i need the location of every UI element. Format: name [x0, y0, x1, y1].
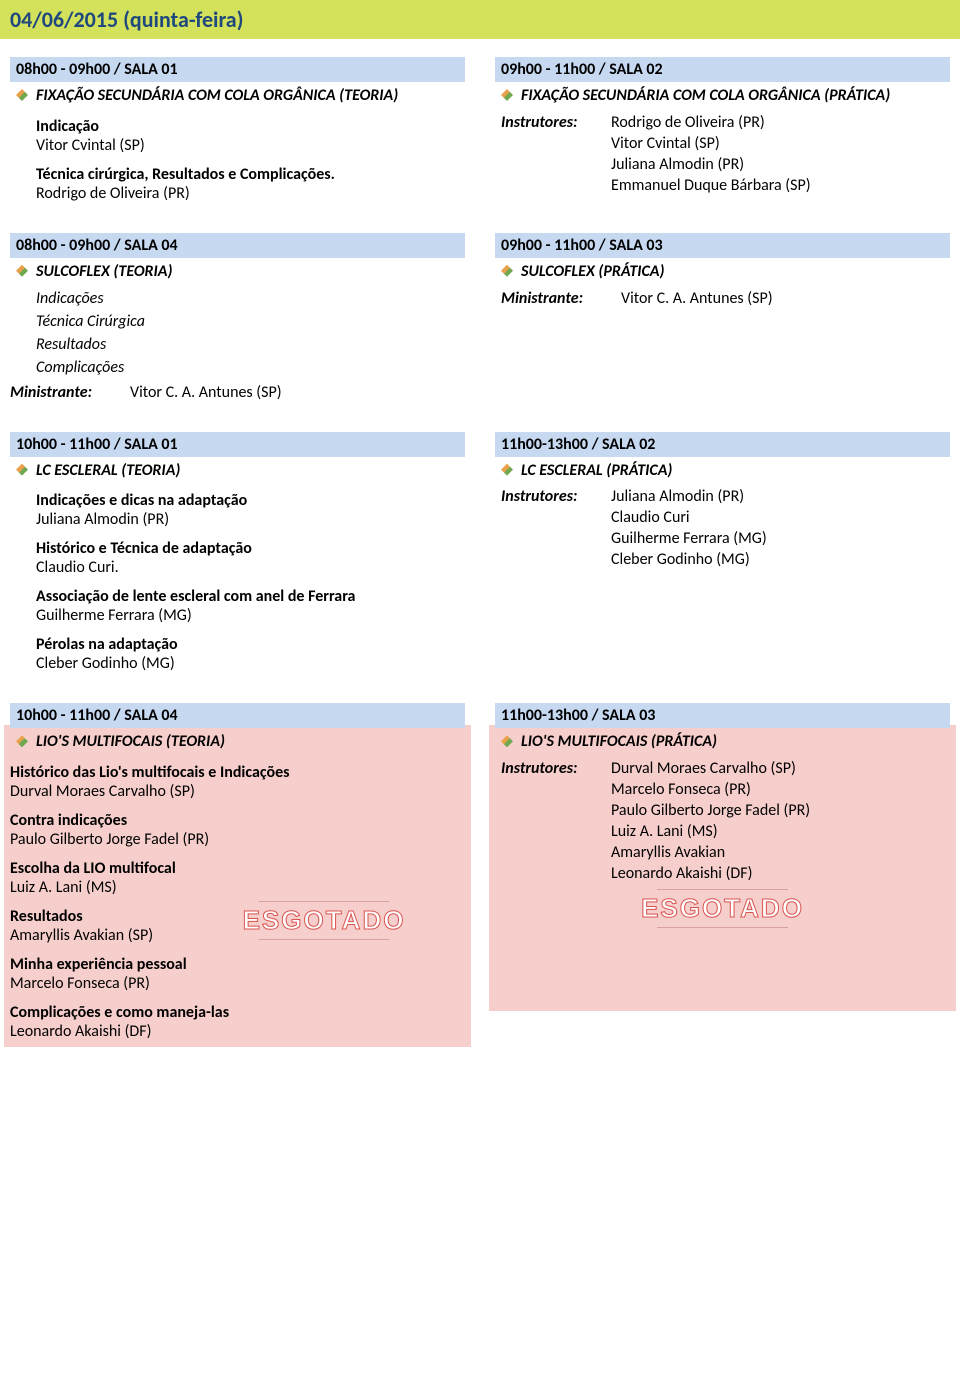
- row1-right: 09h00 - 11h00 / SALA 02 FIXAÇÃO SECUNDÁR…: [495, 57, 950, 203]
- session-title: LC ESCLERAL (PRÁTICA): [495, 461, 950, 482]
- ministrante-name: Vitor C. A. Antunes (SP): [621, 289, 773, 308]
- topic: Contra indicações: [10, 811, 465, 830]
- instructor: Emmanuel Duque Bárbara (SP): [611, 176, 950, 195]
- ministrante-label: Ministrante:: [10, 383, 130, 402]
- topic-italic: Técnica Cirúrgica: [10, 312, 465, 331]
- topic: Resultados: [10, 907, 153, 926]
- session-header: 11h00-13h00 / SALA 02: [495, 432, 950, 457]
- topic: Indicações e dicas na adaptação: [10, 491, 465, 510]
- instructor: Leonardo Akaishi (DF): [611, 864, 950, 883]
- instructor: Guilherme Ferrara (MG): [611, 529, 950, 548]
- instructor: Juliana Almodin (PR): [611, 155, 950, 174]
- topic-italic: Resultados: [10, 335, 465, 354]
- session-title: LIO'S MULTIFOCAIS (PRÁTICA): [495, 732, 950, 753]
- esgotado-stamp: ESGOTADO: [183, 905, 465, 936]
- session-header: 10h00 - 11h00 / SALA 04: [10, 703, 465, 728]
- row4-right: 11h00-13h00 / SALA 03 LIO'S MULTIFOCAIS …: [495, 703, 950, 1041]
- ministrante-label: Ministrante:: [501, 289, 621, 308]
- row1-left: 08h00 - 09h00 / SALA 01 FIXAÇÃO SECUNDÁR…: [10, 57, 465, 203]
- topic: Histórico das Lio's multifocais e Indica…: [10, 763, 465, 782]
- instructor: Luiz A. Lani (MS): [611, 822, 950, 841]
- ministrante-row: Ministrante: Vitor C. A. Antunes (SP): [495, 289, 950, 308]
- row2-right: 09h00 - 11h00 / SALA 03 SULCOFLEX (PRÁTI…: [495, 233, 950, 402]
- row-2: 08h00 - 09h00 / SALA 04 SULCOFLEX (TEORI…: [0, 233, 960, 402]
- session-header: 08h00 - 09h00 / SALA 01: [10, 57, 465, 82]
- row4-left: 10h00 - 11h00 / SALA 04 LIO'S MULTIFOCAI…: [10, 703, 465, 1041]
- session-title: LIO'S MULTIFOCAIS (TEORIA): [10, 732, 465, 753]
- instructor: Amaryllis Avakian: [611, 843, 950, 862]
- instrutores-label: Instrutores:: [501, 759, 611, 885]
- instrutores-names: Rodrigo de Oliveira (PR) Vitor Cvintal (…: [611, 113, 950, 197]
- presenter: Guilherme Ferrara (MG): [10, 606, 465, 625]
- instructor: Durval Moraes Carvalho (SP): [611, 759, 950, 778]
- session-title: SULCOFLEX (PRÁTICA): [495, 262, 950, 283]
- instructor: Vitor Cvintal (SP): [611, 134, 950, 153]
- row-1: 08h00 - 09h00 / SALA 01 FIXAÇÃO SECUNDÁR…: [0, 57, 960, 203]
- topic: Minha experiência pessoal: [10, 955, 465, 974]
- instrutores-row: Instrutores: Juliana Almodin (PR) Claudi…: [495, 487, 950, 571]
- session-header: 10h00 - 11h00 / SALA 01: [10, 432, 465, 457]
- ministrante-row: Ministrante: Vitor C. A. Antunes (SP): [10, 383, 465, 402]
- ministrante-name: Vitor C. A. Antunes (SP): [130, 383, 282, 402]
- session-title: LC ESCLERAL (TEORIA): [10, 461, 465, 482]
- presenter: Juliana Almodin (PR): [10, 510, 465, 529]
- date-header: 04/06/2015 (quinta-feira): [0, 0, 960, 39]
- presenter: Marcelo Fonseca (PR): [10, 974, 465, 993]
- topic: Associação de lente escleral com anel de…: [10, 587, 465, 606]
- session-title: FIXAÇÃO SECUNDÁRIA COM COLA ORGÂNICA (TE…: [10, 86, 465, 107]
- presenter: Amaryllis Avakian (SP): [10, 926, 153, 945]
- instrutores-label: Instrutores:: [501, 487, 611, 571]
- topic: Pérolas na adaptação: [10, 635, 465, 654]
- session-header: 11h00-13h00 / SALA 03: [495, 703, 950, 728]
- topic: Complicações e como maneja-las: [10, 1003, 465, 1022]
- presenter: Luiz A. Lani (MS): [10, 878, 465, 897]
- session-header: 09h00 - 11h00 / SALA 03: [495, 233, 950, 258]
- session-title: SULCOFLEX (TEORIA): [10, 262, 465, 283]
- presenter: Claudio Curi.: [10, 558, 465, 577]
- instructor: Rodrigo de Oliveira (PR): [611, 113, 950, 132]
- presenter: Vitor Cvintal (SP): [10, 136, 465, 155]
- instrutores-row: Instrutores: Rodrigo de Oliveira (PR) Vi…: [495, 113, 950, 197]
- instructor: Juliana Almodin (PR): [611, 487, 950, 506]
- row3-right: 11h00-13h00 / SALA 02 LC ESCLERAL (PRÁTI…: [495, 432, 950, 674]
- instrutores-names: Durval Moraes Carvalho (SP) Marcelo Fons…: [611, 759, 950, 885]
- topic: Técnica cirúrgica, Resultados e Complica…: [10, 165, 465, 184]
- topic-italic: Complicações: [10, 358, 465, 377]
- instructor: Paulo Gilberto Jorge Fadel (PR): [611, 801, 950, 820]
- topic: Escolha da LIO multifocal: [10, 859, 465, 878]
- session-header: 08h00 - 09h00 / SALA 04: [10, 233, 465, 258]
- topic: Indicação: [10, 117, 465, 136]
- instrutores-row: Instrutores: Durval Moraes Carvalho (SP)…: [495, 759, 950, 885]
- row2-left: 08h00 - 09h00 / SALA 04 SULCOFLEX (TEORI…: [10, 233, 465, 402]
- esgotado-stamp: ESGOTADO: [495, 893, 950, 924]
- presenter: Cleber Godinho (MG): [10, 654, 465, 673]
- topic: Histórico e Técnica de adaptação: [10, 539, 465, 558]
- row-3: 10h00 - 11h00 / SALA 01 LC ESCLERAL (TEO…: [0, 432, 960, 674]
- presenter: Rodrigo de Oliveira (PR): [10, 184, 465, 203]
- presenter: Paulo Gilberto Jorge Fadel (PR): [10, 830, 465, 849]
- session-header: 09h00 - 11h00 / SALA 02: [495, 57, 950, 82]
- row-4: 10h00 - 11h00 / SALA 04 LIO'S MULTIFOCAI…: [0, 703, 960, 1041]
- instrutores-label: Instrutores:: [501, 113, 611, 197]
- session-title: FIXAÇÃO SECUNDÁRIA COM COLA ORGÂNICA (PR…: [495, 86, 950, 107]
- presenter: Durval Moraes Carvalho (SP): [10, 782, 465, 801]
- instructor: Cleber Godinho (MG): [611, 550, 950, 569]
- topic-italic: Indicações: [10, 289, 465, 308]
- instructor: Marcelo Fonseca (PR): [611, 780, 950, 799]
- instructor: Claudio Curi: [611, 508, 950, 527]
- presenter: Leonardo Akaishi (DF): [10, 1022, 465, 1041]
- instrutores-names: Juliana Almodin (PR) Claudio Curi Guilhe…: [611, 487, 950, 571]
- row3-left: 10h00 - 11h00 / SALA 01 LC ESCLERAL (TEO…: [10, 432, 465, 674]
